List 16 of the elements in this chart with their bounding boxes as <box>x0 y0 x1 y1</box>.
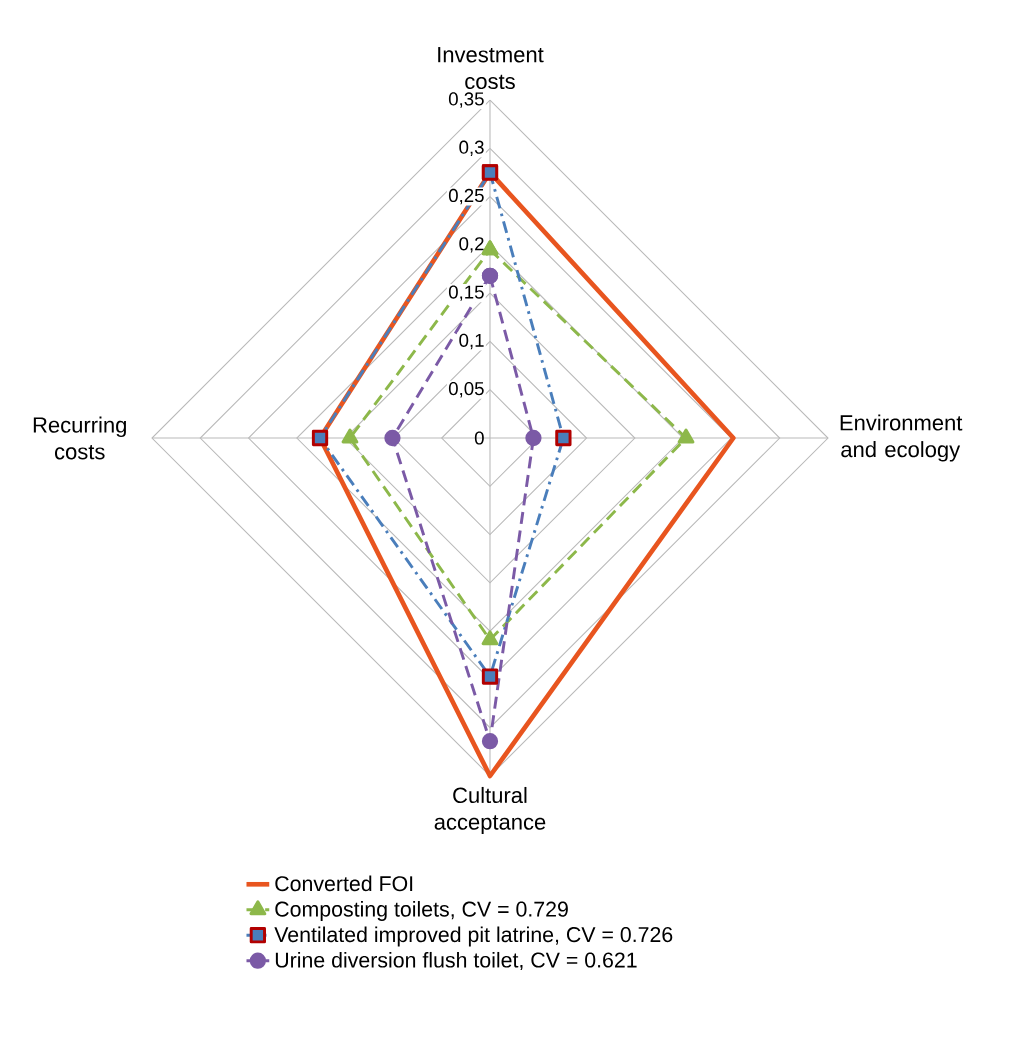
spoke-label: Environment and ecology <box>840 414 963 462</box>
spoke-label: Cultural acceptance <box>434 786 546 835</box>
y-tick-label: 0,3 <box>459 140 484 156</box>
y-tick-label: 0,2 <box>459 237 484 253</box>
legend-label: Converted FOI <box>275 875 413 892</box>
spoke-label: Investment costs <box>438 47 544 90</box>
y-tick-label: 0,35 <box>448 92 484 108</box>
legend-label: Urine diversion flush toilet, CV = 0.621 <box>275 951 637 971</box>
spoke-label: Recurring costs <box>33 416 126 460</box>
y-tick-label: 0,15 <box>448 285 484 301</box>
y-tick-label: 0,05 <box>448 381 484 398</box>
legend-label: Ventilated improved pit latrine, CV = 0.726 <box>274 926 673 947</box>
y-tick-label: 0 <box>474 431 484 445</box>
y-tick-label: 0,1 <box>459 333 484 350</box>
legend-label: Composting toilets, CV = 0.729 <box>275 901 568 921</box>
y-tick-label: 0,25 <box>448 188 484 205</box>
